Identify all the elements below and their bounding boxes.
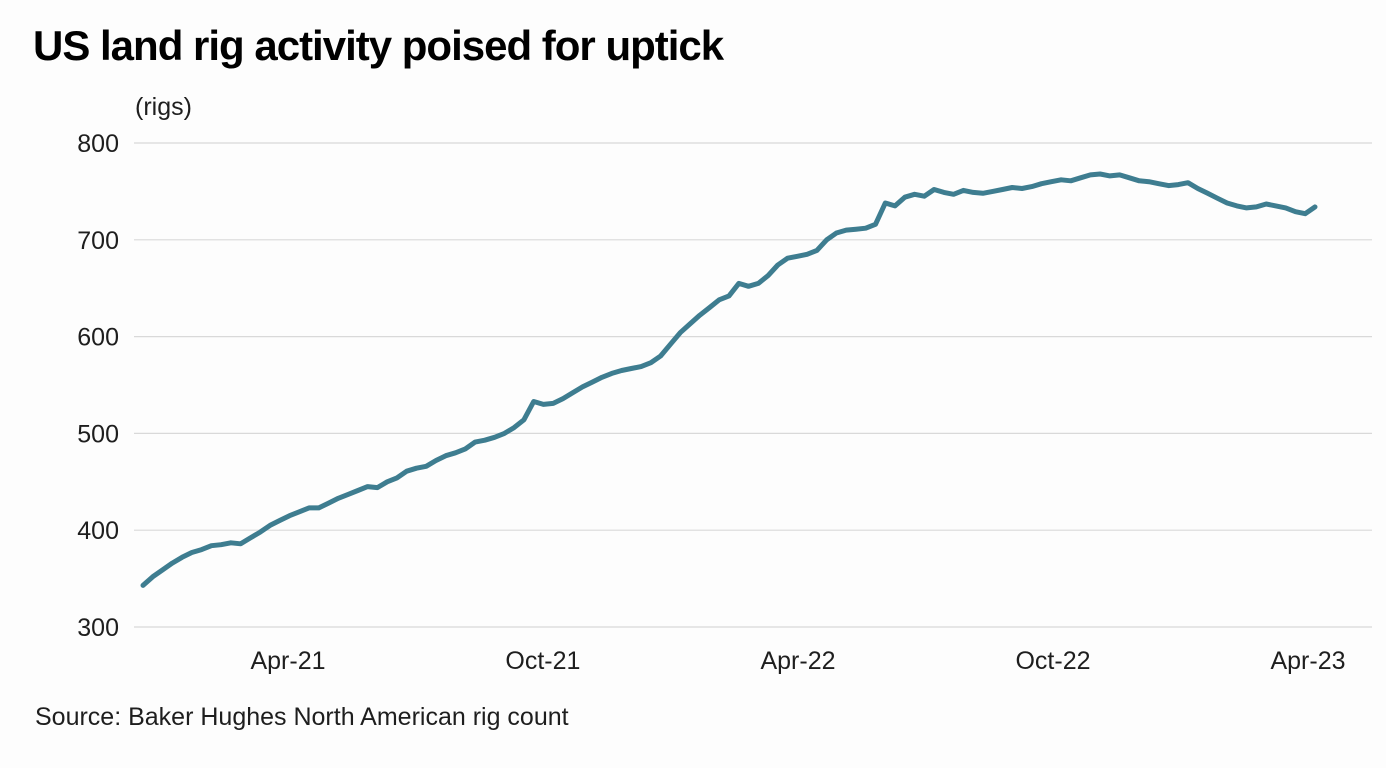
x-tick-label: Oct-22: [1015, 647, 1090, 675]
x-tick-label: Apr-23: [1270, 647, 1345, 675]
x-tick-label: Oct-21: [505, 647, 580, 675]
x-tick-label: Apr-21: [250, 647, 325, 675]
source-caption: Source: Baker Hughes North American rig …: [35, 703, 569, 731]
x-tick-label: Apr-22: [760, 647, 835, 675]
y-tick-label: 700: [77, 227, 119, 255]
y-axis-unit-label: (rigs): [135, 93, 192, 121]
y-tick-label: 800: [77, 130, 119, 158]
y-tick-label: 600: [77, 324, 119, 352]
chart-title: US land rig activity poised for uptick: [33, 22, 724, 69]
gridlines: [134, 142, 1372, 628]
x-axis-tick-labels: Apr-21 Oct-21 Apr-22 Oct-22 Apr-23: [250, 647, 1345, 675]
y-tick-label: 500: [77, 420, 119, 448]
y-tick-label: 400: [77, 517, 119, 545]
y-axis-tick-labels: 300 400 500 600 700 800: [77, 130, 119, 642]
rig-count-line: [140, 171, 1318, 588]
y-tick-label: 300: [77, 614, 119, 642]
